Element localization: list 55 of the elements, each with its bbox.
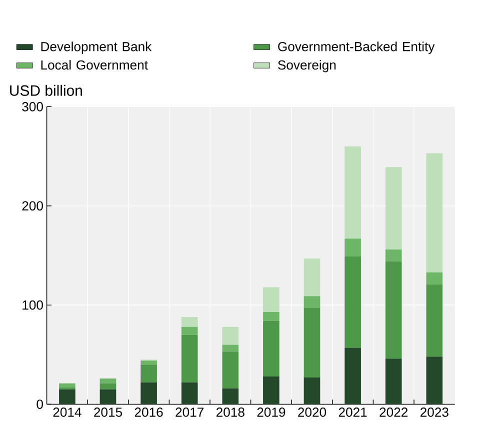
bar xyxy=(181,326,198,335)
bar xyxy=(344,348,361,404)
bar xyxy=(222,352,239,388)
x-tick-label: 2023 xyxy=(420,408,448,417)
bar xyxy=(263,287,280,312)
x-tick-label: 2014 xyxy=(53,408,82,417)
bar xyxy=(59,384,76,388)
x-tick-label: 2022 xyxy=(380,408,408,417)
bar xyxy=(222,388,239,404)
bar xyxy=(426,272,443,284)
legend-label: Sovereign xyxy=(278,60,336,72)
legend-label: Government-Backed Entity xyxy=(278,42,435,54)
bar xyxy=(344,256,361,348)
bar xyxy=(181,317,198,327)
bar xyxy=(100,384,116,390)
bar xyxy=(426,356,443,404)
bar xyxy=(344,146,361,239)
bar xyxy=(385,167,402,250)
x-tick-label: 2020 xyxy=(298,408,326,417)
y-tick-label: 100 xyxy=(22,300,43,310)
x-tick-label: 2016 xyxy=(134,408,163,417)
bar xyxy=(344,238,361,257)
bar xyxy=(181,334,198,383)
bar xyxy=(263,376,280,404)
legend-label: Local Government xyxy=(41,60,148,70)
bar xyxy=(304,378,320,404)
y-tick-label: 0 xyxy=(36,400,43,409)
bar xyxy=(59,389,76,404)
bar xyxy=(140,382,157,404)
bar xyxy=(385,250,402,262)
bar xyxy=(140,360,157,365)
bar xyxy=(263,321,280,377)
bar xyxy=(426,284,443,357)
x-tick-label: 2018 xyxy=(216,408,244,417)
bar xyxy=(100,378,116,384)
bar xyxy=(140,364,157,383)
bar xyxy=(426,153,443,272)
y-axis-title: USD billion xyxy=(10,84,82,96)
bar xyxy=(181,382,198,404)
x-tick-label: 2017 xyxy=(176,408,204,417)
bar xyxy=(222,344,239,352)
x-tick-label: 2019 xyxy=(257,408,286,417)
bar xyxy=(263,312,280,322)
y-tick-label: 300 xyxy=(22,102,43,112)
bar xyxy=(304,296,320,308)
bar xyxy=(385,358,402,404)
bar xyxy=(304,308,320,378)
legend-label: Development Bank xyxy=(41,42,152,54)
x-tick-label: 2015 xyxy=(94,408,122,417)
bar xyxy=(222,326,239,345)
bar xyxy=(100,389,116,404)
bar xyxy=(385,261,402,359)
y-tick-label: 200 xyxy=(22,201,43,211)
bar xyxy=(304,258,320,296)
x-tick-label: 2021 xyxy=(338,408,367,417)
